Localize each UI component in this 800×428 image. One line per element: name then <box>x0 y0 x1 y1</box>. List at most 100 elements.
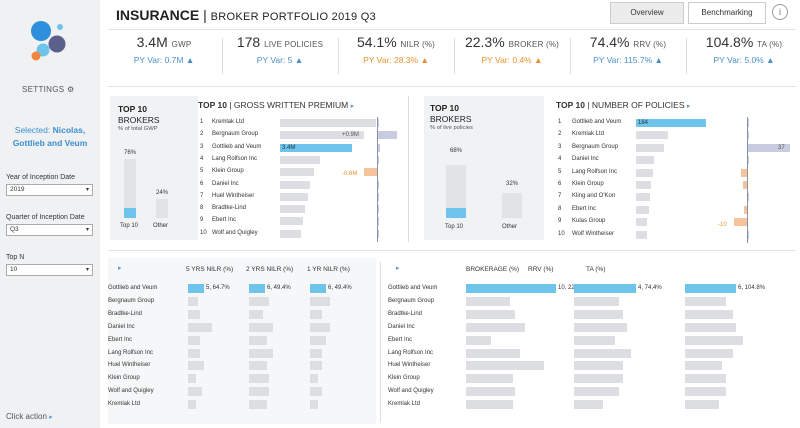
info-icon[interactable]: i <box>772 4 788 20</box>
topn-select[interactable]: 10 ▾ <box>6 264 93 276</box>
broker-name[interactable]: Kremlak Ltd <box>212 119 245 125</box>
table-bar[interactable] <box>249 400 267 410</box>
table-bar[interactable] <box>685 322 736 332</box>
broker-name[interactable]: Bergnaum Group <box>572 143 619 150</box>
broker-name[interactable]: Wolf and Quigley <box>212 229 258 236</box>
table-bar[interactable] <box>466 296 510 306</box>
table-broker-name[interactable]: Lang Rolfson Inc <box>108 349 154 356</box>
broker-name[interactable]: Klein Group <box>212 168 244 175</box>
table-broker-name[interactable]: Bradtke-Lind <box>108 310 143 317</box>
table-bar[interactable] <box>466 400 513 410</box>
broker-name[interactable]: Wolf Wintheiser <box>572 230 614 237</box>
table-bar[interactable] <box>685 387 726 397</box>
broker-name[interactable]: Ebert Inc <box>212 217 237 224</box>
broker-name[interactable]: Lang Rolfson Inc <box>212 155 258 162</box>
broker-name[interactable]: Kling and O'Kon <box>572 193 616 200</box>
table-bar[interactable] <box>466 387 515 397</box>
table-bar[interactable] <box>466 348 520 358</box>
table-broker-name[interactable]: Bergnaum Group <box>108 297 155 304</box>
broker-name[interactable]: Daniel Inc <box>572 156 599 163</box>
value-bar[interactable] <box>636 193 650 202</box>
table-bar[interactable] <box>249 374 269 384</box>
value-bar[interactable] <box>280 229 301 238</box>
broker-name[interactable]: Klein Group <box>572 181 604 187</box>
kpi-card[interactable]: 74.4% RRV (%) PY Var: 115.7% ▲ <box>574 34 682 80</box>
table-bar[interactable] <box>188 309 200 319</box>
table-bar[interactable] <box>574 322 627 332</box>
table-bar[interactable] <box>574 348 631 358</box>
kpi-card[interactable]: 54.1% NILR (%) PY Var: 28.3% ▲ <box>342 34 450 80</box>
table-broker-name[interactable]: Kremlak Ltd <box>108 401 141 408</box>
table-bar[interactable] <box>685 348 733 358</box>
value-bar[interactable] <box>280 155 320 164</box>
table-bar[interactable] <box>466 335 491 345</box>
table-broker-name[interactable]: Wolf and Quigley <box>108 388 154 395</box>
table-bar[interactable] <box>188 361 204 371</box>
table-bar[interactable] <box>574 400 603 410</box>
nilr-sort-icon[interactable]: ▸ <box>118 265 122 272</box>
benchmarking-button[interactable]: Benchmarking <box>688 2 766 24</box>
table-bar[interactable] <box>188 374 196 384</box>
table-bar[interactable] <box>466 322 525 332</box>
table-broker-name[interactable]: Gottlieb and Veum <box>388 285 438 291</box>
table-bar[interactable] <box>310 322 330 332</box>
table-bar[interactable] <box>466 284 556 293</box>
table-bar[interactable] <box>188 296 198 306</box>
table-bar[interactable] <box>188 335 200 345</box>
broker-name[interactable]: Gottlieb and Veum <box>572 119 622 125</box>
table-bar[interactable] <box>574 296 619 306</box>
table-bar[interactable] <box>249 309 263 319</box>
value-bar[interactable] <box>636 181 651 189</box>
table-bar[interactable] <box>466 374 513 384</box>
table-broker-name[interactable]: Daniel Inc <box>388 323 415 330</box>
table-bar[interactable] <box>466 309 515 319</box>
kpi-card[interactable]: 3.4M GWP PY Var: 0.7M ▲ <box>110 34 218 80</box>
table-bar[interactable] <box>574 335 615 345</box>
table-bar[interactable] <box>310 284 326 293</box>
table-bar[interactable] <box>685 335 743 345</box>
value-bar[interactable] <box>636 131 668 140</box>
table-bar[interactable] <box>249 335 267 345</box>
table-broker-name[interactable]: Gottlieb and Veum <box>108 285 158 291</box>
table-bar[interactable] <box>685 361 722 371</box>
value-bar[interactable] <box>636 205 649 214</box>
kpi-card[interactable]: 178 LIVE POLICIES PY Var: 5 ▲ <box>226 34 334 80</box>
quarter-select[interactable]: Q3 ▾ <box>6 224 93 236</box>
table-bar[interactable] <box>310 361 322 371</box>
overview-button[interactable]: Overview <box>610 2 684 24</box>
kpi-card[interactable]: 22.3% BROKER (%) PY Var: 0.4% ▲ <box>458 34 566 80</box>
broker-name[interactable]: Kulas Group <box>572 218 606 225</box>
value-bar[interactable] <box>280 119 376 127</box>
table-bar[interactable] <box>310 309 322 319</box>
value-bar[interactable] <box>280 192 308 201</box>
year-select[interactable]: 2019 ▾ <box>6 184 93 196</box>
broker-name[interactable]: Daniel Inc <box>212 180 239 187</box>
broker-name[interactable]: Huel Wintheiser <box>212 192 255 199</box>
value-bar[interactable] <box>280 205 305 214</box>
table-bar[interactable] <box>249 322 273 332</box>
table-bar[interactable] <box>249 296 269 306</box>
play-icon[interactable]: ▸ <box>350 103 355 110</box>
broker-name[interactable]: Bradtke-Lind <box>212 205 247 212</box>
table-bar[interactable] <box>466 361 544 371</box>
table-bar[interactable] <box>574 361 623 371</box>
click-action-button[interactable]: Click action ▸ <box>6 412 53 421</box>
table-bar[interactable] <box>188 400 196 410</box>
broker-name[interactable]: Bergnaum Group <box>212 131 259 138</box>
table-bar[interactable] <box>188 322 212 332</box>
value-bar[interactable]: 3.4M <box>280 143 352 152</box>
play-icon[interactable]: ▸ <box>686 103 691 110</box>
table-bar[interactable] <box>188 387 202 397</box>
table-bar[interactable] <box>310 387 322 397</box>
table-broker-name[interactable]: Huel Wintheiser <box>108 362 151 369</box>
table-bar[interactable] <box>310 400 318 410</box>
table-bar[interactable] <box>310 348 322 358</box>
table-bar[interactable] <box>310 335 326 345</box>
settings-button[interactable]: SETTINGS ⚙ <box>22 85 74 94</box>
kpi-card[interactable]: 104.8% TA (%) PY Var: 5.0% ▲ <box>690 34 798 80</box>
value-bar[interactable] <box>636 218 647 227</box>
table-bar[interactable] <box>574 309 623 319</box>
table-bar[interactable] <box>574 374 623 384</box>
table-bar[interactable] <box>685 284 736 293</box>
value-bar[interactable] <box>636 156 654 165</box>
